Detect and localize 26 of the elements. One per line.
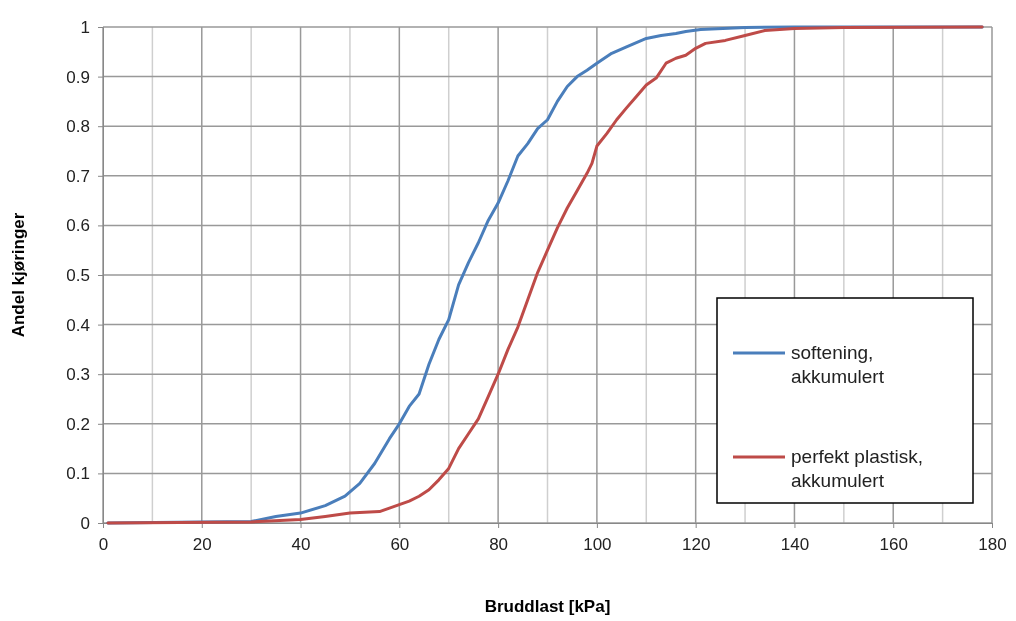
y-tick-label: 1 xyxy=(80,17,90,37)
y-tick-label: 0.3 xyxy=(66,365,90,385)
y-tick-label: 0.4 xyxy=(66,315,90,335)
y-tick-label: 0.5 xyxy=(66,265,90,285)
x-axis-title: Bruddlast [kPa] xyxy=(484,597,611,616)
x-tick-label: 100 xyxy=(583,534,612,554)
x-tick-label: 80 xyxy=(489,534,509,554)
x-tick-label: 120 xyxy=(681,534,711,554)
x-tick-label: 180 xyxy=(978,534,1007,554)
y-tick-label: 0.2 xyxy=(66,414,90,434)
y-tick-label: 0.1 xyxy=(66,464,90,484)
y-tick-label: 0 xyxy=(80,513,90,533)
y-tick-label: 0.9 xyxy=(66,67,90,87)
x-tick-label: 0 xyxy=(98,534,109,554)
y-tick-label: 0.8 xyxy=(66,117,90,137)
y-tick-label: 0.6 xyxy=(66,216,90,236)
y-axis-title: Andel kjøringer xyxy=(9,212,28,338)
x-tick-label: 40 xyxy=(291,534,311,554)
x-tick-label: 140 xyxy=(780,534,810,554)
legend-label: perfekt plastisk, akkumulert xyxy=(791,446,923,491)
y-tick-label: 0.7 xyxy=(66,166,90,186)
x-tick-label: 60 xyxy=(390,534,410,554)
legend-label: softening, akkumulert xyxy=(791,342,885,387)
x-tick-label: 20 xyxy=(192,534,212,554)
x-tick-label: 160 xyxy=(879,534,908,554)
line-series xyxy=(106,25,984,525)
